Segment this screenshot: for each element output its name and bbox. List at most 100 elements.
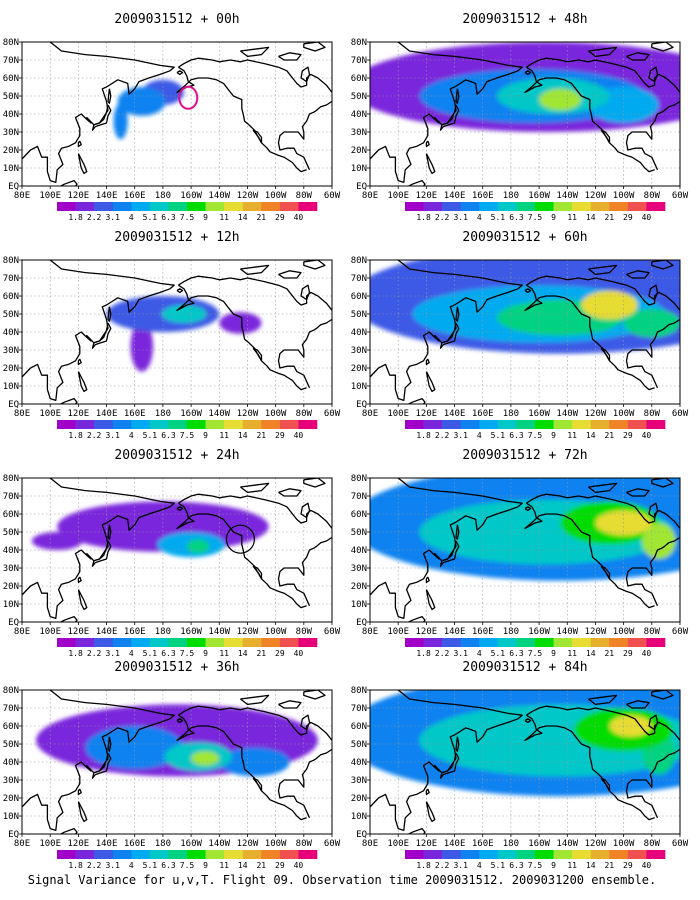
colorbar-label: 6.3 [161,649,176,658]
colorbar-label: 3.1 [453,649,468,658]
y-tick-label: 30N [351,346,367,356]
y-tick-label: 60N [3,510,19,520]
x-tick-label: 100W [265,839,287,849]
colorbar-label: 14 [238,431,248,440]
x-tick-label: 80W [644,839,661,849]
x-tick-label: 100E [39,839,61,849]
colorbar-swatch [261,420,281,429]
x-tick-label: 80E [362,627,378,637]
colorbar-swatch [94,850,114,859]
colorbar-label: 11 [219,431,229,440]
variance-blob [623,308,680,338]
colorbar-label: 1.8 [416,861,431,870]
colorbar-label: 6.3 [509,431,524,440]
colorbar-label: 21 [604,431,614,440]
colorbar-label: 4 [129,649,134,658]
colorbar-label: 40 [294,213,304,222]
x-tick-label: 80W [296,627,313,637]
colorbar-swatch [497,850,517,859]
colorbar-label: 2.2 [87,649,102,658]
colorbar-label: 3.1 [453,861,468,870]
colorbar-swatch [479,850,499,859]
x-tick-label: 120E [68,627,90,637]
colorbar-swatch [261,638,281,647]
colorbar-label: 11 [567,649,577,658]
x-tick-label: 100E [39,191,61,201]
colorbar-label: 5.1 [491,431,506,440]
x-tick-label: 120E [416,627,438,637]
x-tick-label: 100W [265,627,287,637]
colorbar-label: 3.1 [453,431,468,440]
forecast-panel-5: 2009031512 + 60h 80E 100E 120E 140E 160E 180 16… [351,230,689,440]
y-tick-label: 60N [351,722,367,732]
x-tick-label: 60W [672,409,689,419]
colorbar-swatch [479,638,499,647]
forecast-panel-3: 2009031512 + 36h 80E 100E 120E 140E 160E 180 16… [3,660,341,870]
x-tick-label: 80E [362,839,378,849]
y-tick-label: EQ [8,618,19,628]
colorbar-label: 40 [294,861,304,870]
colorbar-swatch [535,202,554,211]
colorbar-swatch [187,638,206,647]
forecast-panel-7: 2009031512 + 84h 80E 100E 120E 140E 160E 180 16… [351,660,689,870]
colorbar-swatch [497,638,517,647]
colorbar-swatch [57,638,76,647]
x-tick-label: 180 [503,191,519,201]
colorbar-label: 2.2 [435,861,450,870]
colorbar-swatch [224,638,244,647]
x-tick-label: 100W [613,627,635,637]
colorbar-label: 6.3 [509,861,524,870]
x-tick-label: 120E [416,839,438,849]
colorbar-label: 21 [604,649,614,658]
panel-title: 2009031512 + 48h [462,12,587,27]
colorbar-swatch [112,202,132,211]
panels-group: 2009031512 + 00h 80E 100E 120E 140E 160E 180 16… [3,12,689,870]
colorbar-swatch [572,420,592,429]
y-tick-label: 50N [351,310,367,320]
colorbar-swatch [187,202,206,211]
colorbar-swatch [224,850,244,859]
map-grid [370,478,680,622]
variance-blob [539,88,582,111]
x-tick-label: 160E [472,409,494,419]
x-tick-label: 140E [96,191,118,201]
panel-title: 2009031512 + 24h [114,448,239,463]
colorbar-swatch [609,202,629,211]
colorbar-label: 29 [275,213,285,222]
y-tick-label: 80N [351,38,367,48]
colorbar-swatch [516,202,536,211]
x-tick-label: 160E [472,839,494,849]
variance-field [370,42,680,132]
x-tick-label: 140W [556,409,578,419]
colorbar-swatch [131,850,151,859]
colorbar-label: 40 [642,649,652,658]
y-tick-label: 10N [351,812,367,822]
colorbar-swatch [572,202,592,211]
x-tick-label: 160W [180,627,202,637]
colorbar-label: 40 [642,861,652,870]
y-tick-label: 30N [3,776,19,786]
y-tick-label: EQ [356,618,367,628]
colorbar-label: 1.8 [416,649,431,658]
colorbar-swatch [94,638,114,647]
x-tick-label: 160W [180,191,202,201]
colorbar-label: 2.2 [435,213,450,222]
colorbar-swatch [168,638,188,647]
x-tick-label: 80W [296,191,313,201]
map-grid [22,478,332,622]
colorbar-swatch [205,420,225,429]
x-tick-label: 180 [155,627,171,637]
x-tick-label: 120W [585,839,607,849]
colorbar-swatch [497,202,517,211]
colorbar-label: 5.1 [143,213,158,222]
colorbar-label: 1.8 [68,861,83,870]
y-tick-label: EQ [356,400,367,410]
forecast-panel-2: 2009031512 + 24h 80E 100E 120E 140E 160E 180 16… [3,448,341,658]
y-tick-label: 20N [351,582,367,592]
colorbar-swatch [609,638,629,647]
colorbar-swatch [646,420,666,429]
x-tick-label: 180 [155,191,171,201]
colorbar-swatch [242,420,262,429]
x-tick-label: 140E [444,627,466,637]
x-tick-label: 120W [585,627,607,637]
